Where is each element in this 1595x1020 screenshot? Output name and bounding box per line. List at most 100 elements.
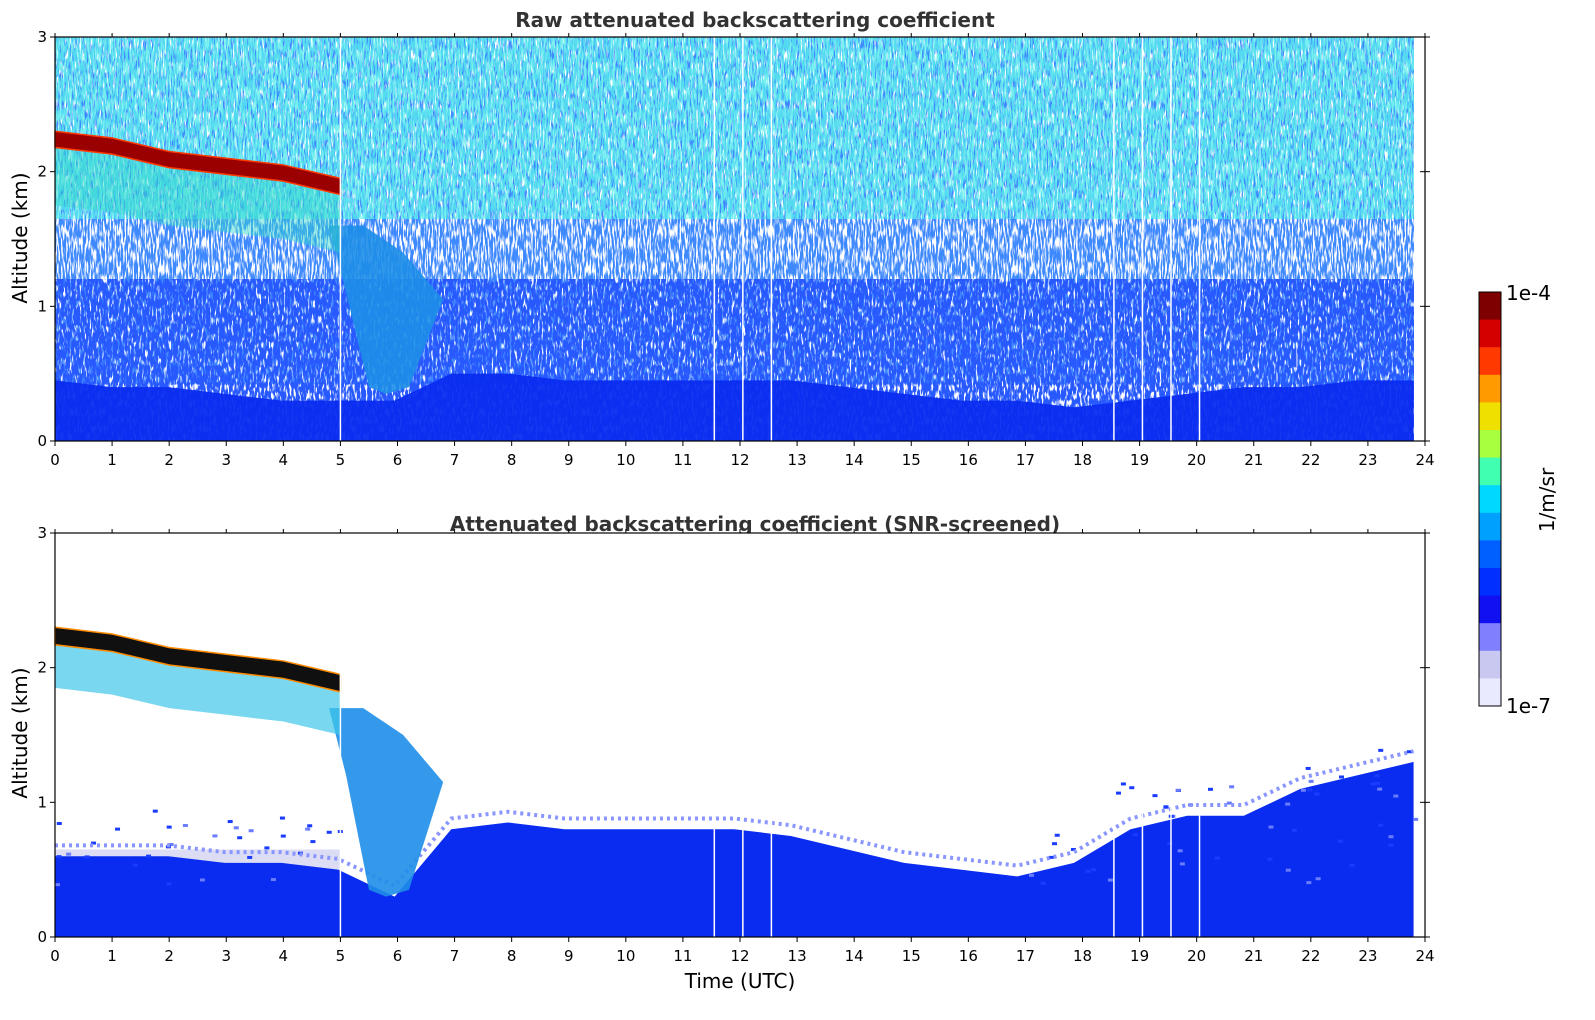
colorbar-step [1479, 402, 1501, 431]
x-tick-label: 13 [788, 947, 807, 965]
plot-panel-raw: 0 1 2 3 4 5 6 7 8 9 10 11 12 13 14 15 16 17 18 19 20 21 22 23 24… [8, 28, 1435, 469]
aerosol-speckle [1028, 873, 1034, 877]
aerosol-speckle [307, 824, 313, 828]
aerosol-speckle [1054, 833, 1060, 837]
aerosol-speckle [1378, 823, 1384, 827]
aerosol-speckle [1314, 792, 1320, 796]
aerosol-speckle [1179, 862, 1185, 866]
aerosol-speckle [1370, 782, 1376, 786]
x-tick-label: 4 [279, 451, 289, 469]
aerosol-speckle [270, 878, 276, 882]
x-tick-label: 7 [450, 451, 460, 469]
aerosol-speckle [115, 827, 121, 831]
x-tick-label: 2 [164, 451, 174, 469]
colorbar-step [1479, 457, 1501, 486]
x-tick-label: 20 [1187, 451, 1206, 469]
x-tick-label: 12 [730, 947, 749, 965]
x-tick-label: 19 [1130, 947, 1149, 965]
x-tick-label: 23 [1358, 947, 1377, 965]
chart-title-screened: Attenuated backscattering coefficient (S… [449, 512, 1061, 536]
x-tick-label: 0 [50, 947, 60, 965]
plot-panel-screened: 0 1 2 3 4 5 6 7 8 9 10 11 12 13 14 15 16 17 18 19 20 21 22 23 24… [8, 524, 1435, 993]
x-tick-label: 10 [616, 451, 635, 469]
aerosol-speckle [212, 834, 218, 838]
aerosol-speckle [1349, 863, 1355, 867]
x-tick-label: 18 [1073, 451, 1092, 469]
aerosol-speckle [56, 822, 62, 826]
x-tick-label: 6 [393, 947, 403, 965]
y-tick-label: 2 [37, 659, 47, 677]
aerosol-speckle [1129, 786, 1135, 790]
aerosol-speckle [166, 882, 172, 886]
cloud-haze [55, 147, 341, 253]
x-tick-label: 8 [507, 451, 517, 469]
colorbar-step [1479, 374, 1501, 403]
aerosol-speckle [1132, 833, 1138, 837]
x-tick-label: 1 [107, 451, 117, 469]
cloud-haze [55, 644, 341, 735]
aerosol-speckle [84, 855, 90, 859]
boundary-layer [55, 761, 1414, 937]
boundary-layer-edge [55, 749, 1415, 889]
x-tick-label: 5 [336, 451, 346, 469]
aerosol-speckle [66, 852, 72, 856]
aerosol-speckle [166, 825, 172, 829]
aerosol-plume [329, 225, 444, 394]
colorbar-step [1479, 347, 1501, 376]
x-tick-label: 4 [279, 947, 289, 965]
aerosol-speckle [1040, 881, 1046, 885]
x-tick-label: 9 [564, 451, 574, 469]
y-tick-label: 2 [37, 163, 47, 181]
x-tick-label: 9 [564, 947, 574, 965]
x-tick-label: 12 [730, 451, 749, 469]
aerosol-speckle [1152, 794, 1158, 798]
x-tick-label: 15 [902, 947, 921, 965]
aerosol-speckle [1393, 794, 1399, 798]
aerosol-speckle [1167, 841, 1173, 845]
colorbar-unit-label: 1/m/sr [1535, 467, 1559, 532]
aerosol-speckle [1315, 877, 1321, 881]
x-axis-label: Time (UTC) [684, 969, 796, 993]
colorbar-step [1479, 512, 1501, 541]
x-axis-screened: 0 1 2 3 4 5 6 7 8 9 10 11 12 13 14 15 16 17 18 19 20 21 22 23 24 [50, 529, 1435, 965]
x-tick-label: 22 [1301, 947, 1320, 965]
aerosol-speckle [1048, 855, 1054, 859]
colorbar: 1e-4 1e-7 1/m/sr [1478, 281, 1559, 718]
aerosol-speckle [1378, 748, 1384, 752]
x-tick-label: 16 [959, 451, 978, 469]
x-tick-label: 0 [50, 451, 60, 469]
aerosol-speckle [55, 883, 60, 887]
x-tick-label: 3 [221, 451, 231, 469]
aerosol-speckle [1268, 825, 1274, 829]
x-tick-label: 2 [164, 947, 174, 965]
aerosol-speckle [1107, 878, 1113, 882]
aerosol-speckle [1207, 787, 1213, 791]
aerosol-speckle [233, 826, 239, 830]
colorbar-step [1479, 678, 1501, 707]
aerosol-speckle [1300, 788, 1306, 792]
aerosol-speckle [1214, 856, 1220, 860]
x-tick-label: 21 [1244, 451, 1263, 469]
y-tick-label: 1 [37, 793, 47, 811]
colorbar-step [1479, 430, 1501, 459]
aerosol-speckle [199, 878, 205, 882]
x-tick-label: 16 [959, 947, 978, 965]
x-tick-label: 18 [1073, 947, 1092, 965]
colorbar-step [1479, 540, 1501, 569]
x-axis-raw: 0 1 2 3 4 5 6 7 8 9 10 11 12 13 14 15 16 17 18 19 20 21 22 23 24 [50, 33, 1435, 469]
aerosol-speckle [56, 855, 62, 859]
aerosol-speckle [182, 824, 188, 828]
aerosol-speckle [1388, 835, 1394, 839]
aerosol-speckle [1285, 802, 1291, 806]
aerosol-speckle [280, 834, 286, 838]
x-tick-label: 17 [1016, 451, 1035, 469]
colorbar-max-label: 1e-4 [1506, 281, 1551, 305]
colorbar-step [1479, 319, 1501, 348]
aerosol-speckle [1375, 781, 1381, 785]
y-tick-label: 3 [37, 28, 47, 46]
aerosol-speckle [1163, 805, 1169, 809]
aerosol-speckle [1285, 868, 1291, 872]
colorbar-step [1479, 568, 1501, 597]
aerosol-speckle [1305, 766, 1311, 770]
colorbar-step [1479, 623, 1501, 652]
